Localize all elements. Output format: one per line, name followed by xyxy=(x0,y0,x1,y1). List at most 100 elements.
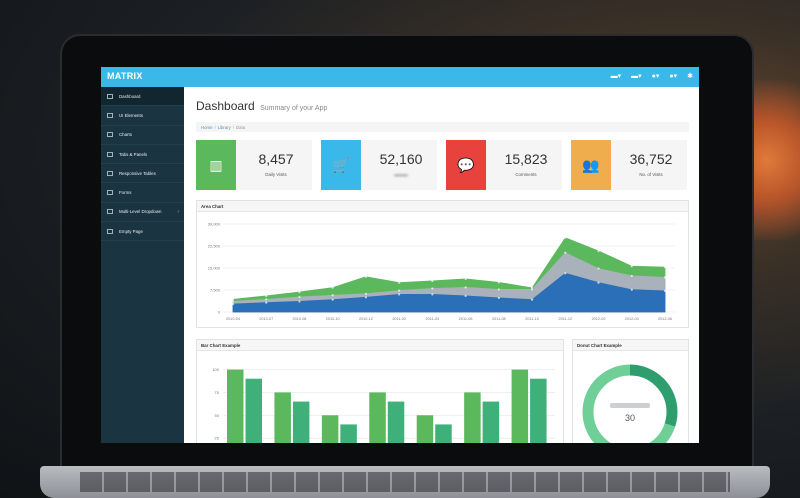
menu-item-icon xyxy=(107,132,113,138)
user-icon[interactable]: ●▾ xyxy=(651,73,660,80)
data-point xyxy=(630,265,633,268)
sidebar-item-multi-level-dropdown[interactable]: Multi-Level Dropdown › xyxy=(101,203,184,223)
stat-label: Comments xyxy=(515,172,537,177)
x-tick-label: 2010-08 xyxy=(292,317,306,321)
sidebar-item-charts[interactable]: Charts xyxy=(101,126,184,145)
area-chart: 0 7,500 15,000 22,500 30,000 2010-04 2010-07 20… xyxy=(208,222,675,321)
messages-icon[interactable]: ▬▾ xyxy=(610,73,622,80)
bar-chart-panel: Bar Chart Example 25 50 75 100 xyxy=(196,339,564,443)
tasks-icon[interactable]: ▬▾ xyxy=(631,73,642,80)
sidebar-item-label: Responsive Tables xyxy=(119,170,156,176)
bar xyxy=(245,378,262,443)
stat-card: ▥ 8,457 Daily Visits xyxy=(196,140,312,190)
data-point xyxy=(364,292,368,295)
bar-chart-title: Bar Chart Example xyxy=(197,340,563,351)
y-tick-label: 100 xyxy=(212,367,219,372)
x-tick-label: 2011-12 xyxy=(558,317,572,321)
sidebar-item-label: Charts xyxy=(119,132,132,138)
comments-icon: 💬 xyxy=(446,140,486,190)
data-point xyxy=(265,298,268,301)
data-point xyxy=(331,298,334,301)
sidebar-item-label: Forms xyxy=(119,190,132,196)
bar xyxy=(482,401,500,443)
data-point xyxy=(663,266,667,269)
breadcrumb-current: Data xyxy=(236,124,246,130)
breadcrumb: Home / Library / Data xyxy=(196,122,689,132)
menu-item-icon xyxy=(107,228,113,234)
x-tick-label: 2011-04 xyxy=(426,317,440,321)
stat-value: 15,823 xyxy=(504,151,548,167)
bar xyxy=(530,378,547,443)
y-tick-label: 25 xyxy=(215,436,220,441)
data-point xyxy=(464,277,467,280)
y-tick-label: 0 xyxy=(218,310,221,315)
area-chart-panel: Area Chart 0 7,500 15,000 22,500 30,000 2010-… xyxy=(196,200,689,328)
bar xyxy=(321,415,339,443)
x-tick-label: 2011-10 xyxy=(525,317,539,321)
data-point xyxy=(364,275,368,278)
menu-item-icon xyxy=(107,93,113,99)
data-point xyxy=(663,289,667,292)
menu-item-icon xyxy=(107,209,113,215)
top-navbar: MATRIX ▬▾ ▬▾ ●▾ ●▾ ✱ xyxy=(101,67,699,87)
breadcrumb-home[interactable]: Home xyxy=(201,124,213,130)
gear-icon[interactable]: ✱ xyxy=(687,73,693,80)
brand-logo[interactable]: MATRIX xyxy=(107,71,143,81)
stat-value: 8,457 xyxy=(258,151,294,167)
page-title-text: Dashboard xyxy=(196,99,255,113)
user-menu-icon[interactable]: ●▾ xyxy=(669,73,678,80)
menu-item-icon xyxy=(107,151,113,157)
data-point xyxy=(231,298,235,301)
sidebar-item-empty-page[interactable]: Empty Page xyxy=(101,222,184,242)
data-point xyxy=(630,274,633,278)
y-tick-label: 15,000 xyxy=(208,266,221,271)
data-point xyxy=(497,281,500,284)
bar xyxy=(511,369,529,443)
data-point xyxy=(497,288,500,291)
menu-item-icon xyxy=(107,112,113,118)
breadcrumb-library[interactable]: Library xyxy=(217,124,231,130)
y-tick-label: 75 xyxy=(215,390,220,395)
data-point xyxy=(431,287,434,290)
donut-chart-title: Donut Chart Example xyxy=(573,340,688,351)
data-point xyxy=(597,281,600,284)
stat-label: No. of Visits xyxy=(639,172,663,177)
y-tick-label: 22,500 xyxy=(208,244,221,249)
stat-card: 💬 15,823 Comments xyxy=(446,140,562,190)
donut-slice xyxy=(582,364,678,443)
data-point xyxy=(265,301,268,304)
stat-label: ▬▬▬ xyxy=(394,172,408,177)
data-point xyxy=(630,288,633,291)
donut-center-value: 30 xyxy=(625,413,635,423)
bar xyxy=(369,392,386,443)
donut-chart-panel: Donut Chart Example 30 xyxy=(572,339,689,443)
sidebar-item-ui-elements[interactable]: UI Elements xyxy=(101,106,184,126)
sidebar: Dashboard UI Elements Charts Tabs & Panels R… xyxy=(101,87,184,443)
sidebar-item-tabs-panels[interactable]: Tabs & Panels xyxy=(101,145,184,165)
menu-item-icon xyxy=(107,170,113,176)
x-tick-label: 2010-07 xyxy=(259,317,273,321)
y-tick-label: 50 xyxy=(215,413,220,418)
x-tick-label: 2012-06 xyxy=(658,317,672,321)
stat-card: 👥 36,752 No. of Visits xyxy=(571,140,687,190)
stat-value: 36,752 xyxy=(629,151,673,167)
x-tick-label: 2010-12 xyxy=(359,317,373,321)
chevron-right-icon: › xyxy=(177,208,179,215)
stat-card: 🛒 52,160 ▬▬▬ xyxy=(321,140,437,190)
top-icons: ▬▾ ▬▾ ●▾ ●▾ ✱ xyxy=(611,71,693,83)
data-point xyxy=(497,296,500,300)
sidebar-item-dashboard[interactable]: Dashboard xyxy=(101,87,184,107)
data-point xyxy=(265,294,268,297)
bar xyxy=(435,424,452,443)
menu-item-icon xyxy=(107,190,113,196)
bar xyxy=(464,392,481,443)
x-tick-label: 2011-06 xyxy=(459,317,473,321)
data-point xyxy=(398,289,401,292)
y-tick-label: 30,000 xyxy=(208,222,221,227)
data-point xyxy=(530,288,534,291)
users-icon: 👥 xyxy=(571,140,611,190)
sidebar-item-forms[interactable]: Forms xyxy=(101,183,184,203)
sidebar-item-responsive-tables[interactable]: Responsive Tables xyxy=(101,164,184,184)
data-point xyxy=(298,295,301,299)
x-tick-label: 2011-08 xyxy=(492,317,506,321)
